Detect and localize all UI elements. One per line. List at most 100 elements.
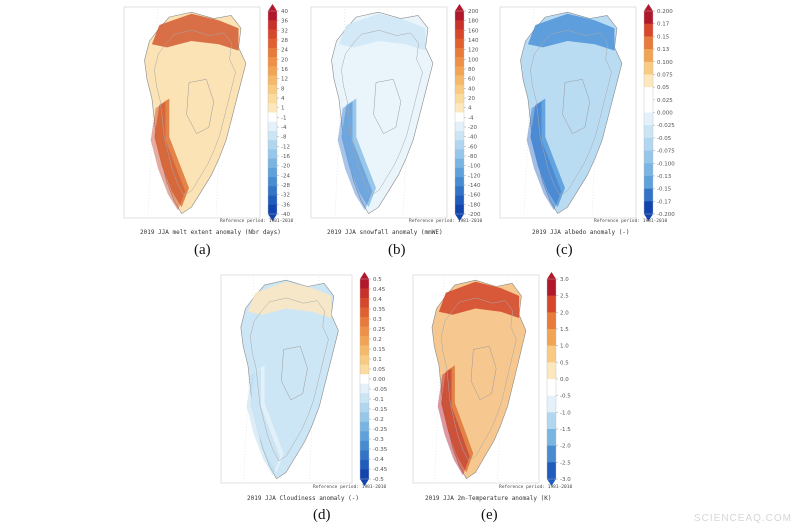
colorbar-max-arrow: [268, 4, 277, 11]
colorbar-tick-label: 120: [468, 48, 479, 54]
colorbar-tick-label: 0.25: [373, 327, 386, 333]
colorbar-max-arrow: [360, 272, 369, 279]
colorbar-swatch: [455, 29, 464, 39]
colorbar-tick-label: -180: [468, 202, 481, 208]
colorbar-swatch: [360, 279, 369, 289]
colorbar-swatch: [547, 279, 556, 296]
colorbar-tick-label: 0.0: [560, 377, 569, 383]
colorbar-swatch: [268, 11, 277, 21]
elevation-contour: [470, 346, 497, 401]
colorbar-swatch: [360, 402, 369, 413]
map-svg: 3.0 2.5 2.0 1.5 1.0 0.5 0.0 -0.5 -1.0 -1.5 -2.0 -2.…: [412, 272, 571, 486]
colorbar-tick-label: -32: [281, 193, 290, 199]
north-coast-region: [151, 13, 239, 51]
coast-margin-region: [337, 101, 373, 211]
colorbar-swatch: [360, 307, 369, 318]
colorbar-swatch: [268, 38, 277, 49]
map-title: 2019 JJA 2m-Temperature anomaly (K): [425, 495, 552, 502]
colorbar-tick-label: -0.025: [657, 123, 675, 129]
colorbar-swatch: [455, 140, 464, 150]
colorbar-swatch: [455, 11, 464, 21]
colorbar-tick-label: -24: [281, 173, 290, 179]
elevation-contour: [530, 30, 612, 196]
colorbar-swatch: [644, 36, 653, 50]
panel-e: 3.0 2.5 2.0 1.5 1.0 0.5 0.0 -0.5 -1.0 -1.5 -2.0 -2.…: [407, 272, 577, 505]
colorbar-tick-label: 0.17: [657, 22, 670, 28]
colorbar-tick-label: -0.13: [657, 174, 672, 180]
map-svg: 0.5 0.45 0.4 0.35 0.3 0.25 0.2 0.15 0.1 0.05 0.00 -…: [220, 272, 388, 486]
colorbar-swatch: [455, 186, 464, 196]
colorbar-tick-label: -40: [281, 212, 290, 218]
colorbar-tick-label: -12: [281, 144, 290, 150]
colorbar-tick-label: 100: [468, 57, 479, 63]
colorbar-swatch: [644, 49, 653, 63]
colorbar-swatch: [360, 298, 369, 308]
map-svg: 200 180 160 140 120 100 80 60 40 20 4 -4 -20 -40 -60 -8…: [310, 4, 481, 221]
colorbar-tick-label: 160: [468, 28, 479, 34]
colorbar-min-arrow: [644, 214, 653, 221]
panel-label-c: (c): [556, 242, 573, 258]
colorbar-swatch: [547, 345, 556, 363]
colorbar-tick-label: 36: [281, 19, 288, 25]
colorbar-tick-label: -0.1: [373, 397, 384, 403]
colorbar-tick-label: -40: [468, 135, 477, 141]
colorbar-swatch: [644, 125, 653, 139]
colorbar-tick-label: 2.5: [560, 294, 569, 300]
colorbar-tick-label: 0.45: [373, 287, 386, 293]
colorbar-swatch: [455, 149, 464, 159]
colorbar-frame: [267, 10, 278, 215]
colorbar-swatch: [268, 195, 277, 206]
panel-label-a: (a): [194, 242, 211, 258]
colorbar-tick-label: -8: [281, 135, 287, 141]
colorbar-tick-label: 0.5: [560, 360, 569, 366]
colorbar-tick-label: -120: [468, 173, 481, 179]
reference-note: Reference period: 1981-2010: [220, 219, 294, 224]
colorbar-swatch: [360, 364, 369, 375]
colorbar-tick-label: 0.15: [373, 347, 386, 353]
colorbar-swatch: [644, 11, 653, 24]
colorbar-swatch: [360, 383, 369, 394]
panel-label-d: (d): [313, 507, 331, 523]
graticule-line: [243, 276, 254, 482]
colorbar-tick-label: 32: [281, 28, 288, 34]
colorbar-tick-label: -0.05: [373, 387, 388, 393]
colorbar-tick-label: 0.075: [657, 72, 673, 78]
north-coast-region: [247, 281, 332, 318]
elevation-contour: [281, 346, 308, 401]
colorbar-tick-label: -0.17: [657, 199, 672, 205]
colorbar-swatch: [455, 84, 464, 95]
panel-d: 0.5 0.45 0.4 0.35 0.3 0.25 0.2 0.15 0.1 0.05 0.00 -…: [215, 272, 390, 505]
colorbar-tick-label: 1.5: [560, 327, 569, 333]
colorbar-tick-label: -0.200: [657, 212, 675, 218]
colorbar-tick-label: -0.075: [657, 149, 675, 155]
colorbar-swatch: [455, 20, 464, 30]
colorbar-tick-label: -140: [468, 183, 481, 189]
colorbar-tick-label: 80: [468, 67, 475, 73]
colorbar-tick-label: -60: [468, 144, 477, 150]
colorbar-swatch: [268, 140, 277, 150]
colorbar-swatch: [268, 186, 277, 196]
colorbar-swatch: [455, 75, 464, 86]
colorbar-tick-label: 0.3: [373, 317, 382, 323]
colorbar-swatch: [268, 103, 277, 113]
colorbar-swatch: [547, 379, 556, 396]
colorbar-swatch: [360, 431, 369, 442]
colorbar-swatch: [455, 47, 464, 58]
north-coast-region: [527, 13, 615, 51]
watermark: SCIENCEAQ.COM: [693, 513, 792, 524]
colorbar-tick-label: 24: [281, 48, 288, 54]
colorbar-swatch: [268, 112, 277, 123]
colorbar-tick-label: -16: [281, 154, 290, 160]
map-svg: 0.200 0.17 0.15 0.13 0.100 0.075 0.05 0.025 0.00…: [499, 4, 675, 221]
colorbar-swatch: [644, 99, 653, 113]
colorbar-swatch: [360, 393, 369, 404]
colorbar-swatch: [360, 317, 369, 327]
colorbar-tick-label: 8: [281, 86, 285, 92]
elevation-contour: [154, 30, 236, 196]
elevation-contour: [250, 297, 329, 462]
colorbar-tick-label: 40: [468, 86, 475, 92]
colorbar-swatch: [644, 175, 653, 189]
map-title: 2019 JJA snowfall anomaly (mmWE): [327, 229, 443, 236]
colorbar-swatch: [360, 326, 369, 337]
colorbar-tick-label: -0.100: [657, 161, 675, 167]
